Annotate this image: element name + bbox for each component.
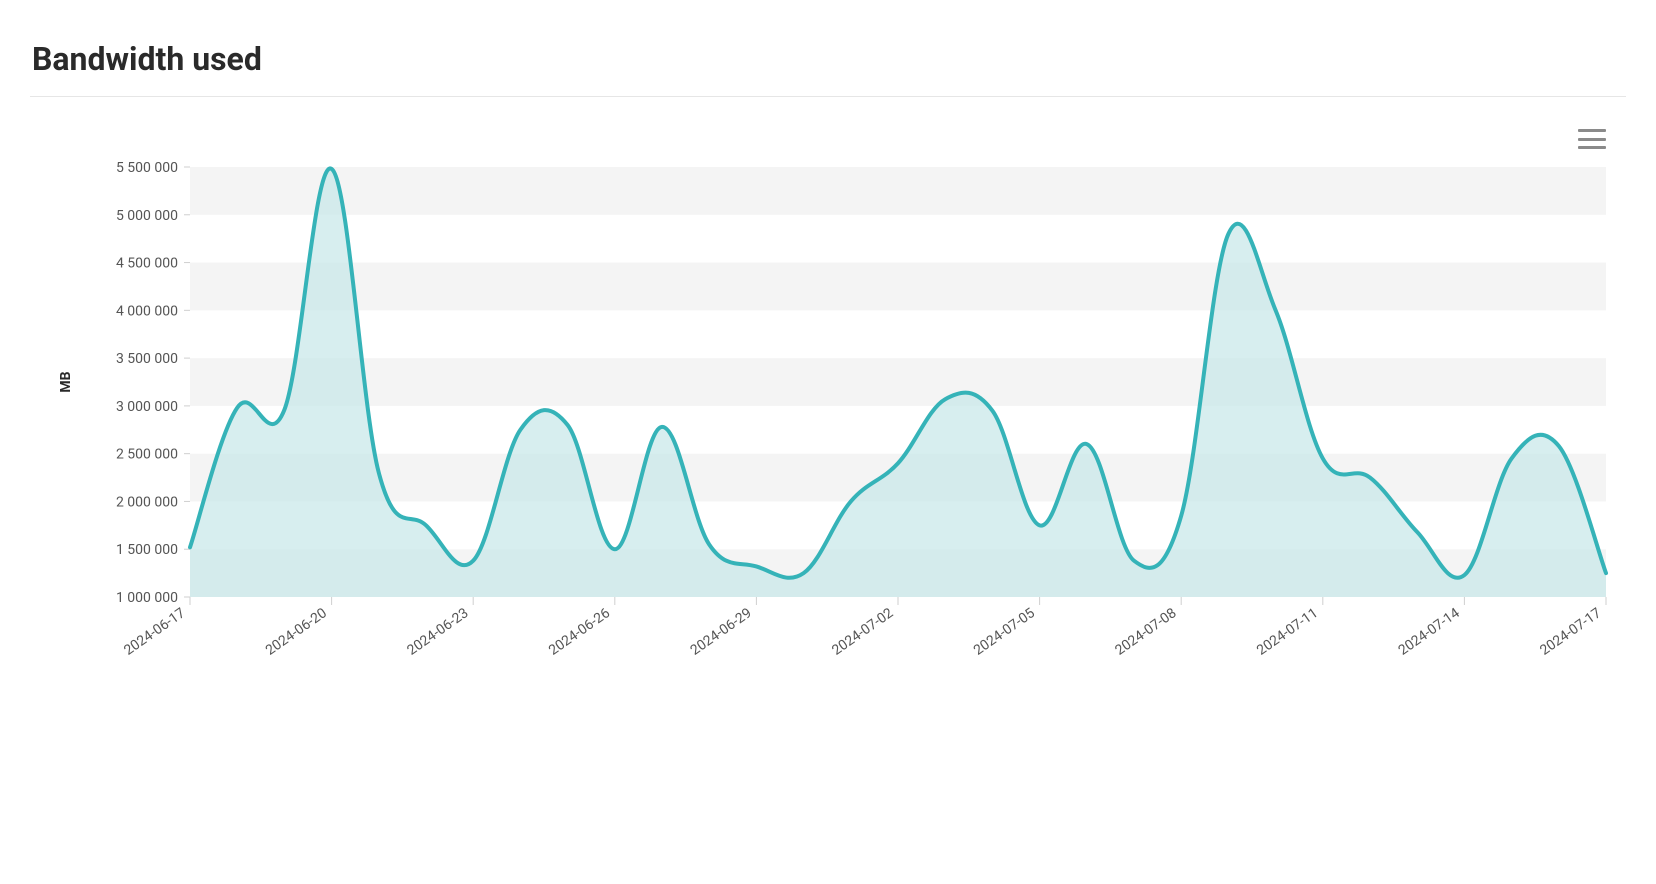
x-tick-label: 2024-06-26	[546, 605, 613, 659]
y-tick-label: 4 000 000	[116, 303, 178, 319]
x-tick-label: 2024-07-02	[829, 605, 896, 659]
divider	[30, 96, 1626, 97]
chart-container: 1 000 000 1 500 000 2 000 000 2 500 000 3 00…	[30, 147, 1626, 801]
y-tick-label: 3 500 000	[116, 351, 178, 367]
page-title: Bandwidth used	[32, 40, 1626, 78]
y-tick-label: 3 000 000	[116, 399, 178, 415]
x-tick-label: 2024-06-17	[121, 605, 188, 659]
y-tick-label: 2 500 000	[116, 447, 178, 463]
y-tick-label: 2 000 000	[116, 494, 178, 510]
hamburger-line	[1578, 138, 1606, 141]
y-tick-label: 4 500 000	[116, 256, 178, 272]
x-tick-label: 2024-06-20	[263, 605, 330, 659]
x-tick-label: 2024-07-14	[1396, 605, 1463, 659]
x-tick-label: 2024-07-17	[1537, 605, 1604, 659]
y-axis-label: MB	[58, 371, 74, 392]
y-tick-label: 1 000 000	[116, 590, 178, 606]
y-tick-label: 5 000 000	[116, 208, 178, 224]
x-tick-label: 2024-07-11	[1254, 605, 1321, 659]
hamburger-line	[1578, 129, 1606, 132]
bandwidth-area-chart: 1 000 000 1 500 000 2 000 000 2 500 000 3 00…	[30, 147, 1626, 797]
y-tick-label: 5 500 000	[116, 160, 178, 176]
x-tick-label: 2024-07-05	[971, 605, 1038, 659]
x-tick-label: 2024-06-23	[404, 605, 471, 659]
y-tick-label: 1 500 000	[116, 542, 178, 558]
x-tick-label: 2024-07-08	[1112, 605, 1179, 659]
x-tick-label: 2024-06-29	[688, 605, 755, 659]
chart-menu-button[interactable]	[1578, 127, 1606, 151]
hamburger-line	[1578, 146, 1606, 149]
